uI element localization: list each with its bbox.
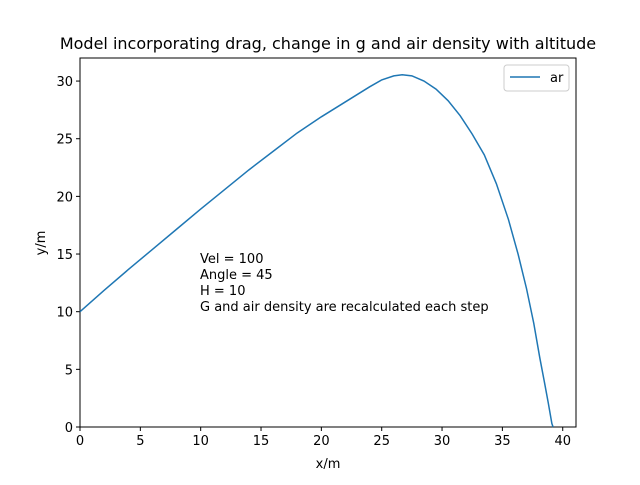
x-tick-label: 15: [253, 434, 270, 449]
series-line-ar: [79, 73, 554, 428]
x-tick-label: 40: [554, 434, 571, 449]
annotation-line: Vel = 100: [200, 252, 263, 267]
x-axis-ticks: 0 5 10 15 20 25 30 35 40: [76, 427, 571, 449]
y-tick-label: 20: [56, 190, 73, 205]
y-axis-title: y/m: [34, 231, 49, 256]
y-axis-ticks: 0 5 10 15 20 25 30: [56, 75, 80, 436]
annotation-line: G and air density are recalculated each …: [200, 300, 489, 315]
annotation-line: H = 10: [200, 284, 245, 299]
x-tick-label: 25: [373, 434, 390, 449]
legend: ar: [503, 64, 570, 92]
x-tick-label: 20: [313, 434, 330, 449]
y-tick-label: 5: [65, 363, 73, 378]
y-tick-label: 30: [56, 75, 73, 90]
legend-label: ar: [550, 71, 564, 86]
x-axis-title: x/m: [316, 457, 341, 472]
legend-box: [503, 64, 570, 92]
annotation-line: Angle = 45: [200, 268, 273, 283]
plot-frame: [79, 57, 577, 428]
y-tick-label: 25: [56, 133, 73, 148]
x-tick-label: 35: [494, 434, 511, 449]
chart-title: Model incorporating drag, change in g an…: [60, 34, 596, 53]
y-tick-label: 10: [56, 306, 73, 321]
y-tick-label: 15: [56, 248, 73, 263]
x-tick-label: 30: [434, 434, 451, 449]
x-tick-label: 10: [192, 434, 209, 449]
x-tick-label: 0: [76, 434, 84, 449]
x-tick-label: 5: [136, 434, 144, 449]
y-tick-label: 0: [65, 421, 73, 436]
